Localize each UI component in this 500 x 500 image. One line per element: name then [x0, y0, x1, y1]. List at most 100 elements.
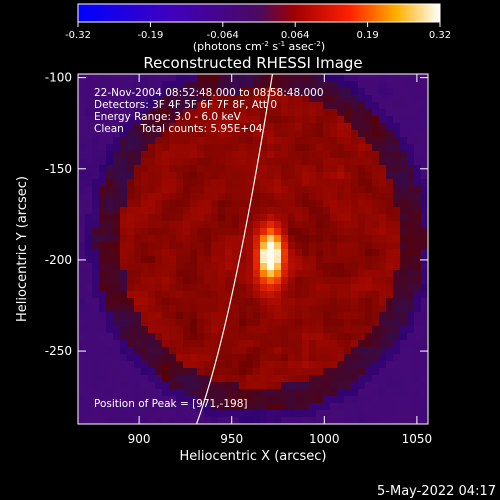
heatmap-cell [225, 326, 233, 334]
heatmap-cell [365, 74, 373, 82]
heatmap-cell [386, 165, 394, 173]
heatmap-cell [365, 298, 373, 306]
heatmap-cell [141, 116, 149, 124]
heatmap-cell [421, 81, 428, 89]
heatmap-cell [421, 417, 428, 424]
heatmap-cell [330, 354, 338, 362]
heatmap-cell [183, 347, 191, 355]
heatmap-cell [358, 368, 366, 376]
heatmap-cell [400, 375, 408, 383]
heatmap-cell [78, 417, 86, 424]
heatmap-cell [372, 186, 380, 194]
heatmap-cell [267, 200, 275, 208]
heatmap-cell [85, 88, 93, 96]
heatmap-cell [134, 291, 142, 299]
heatmap-cell [113, 81, 121, 89]
heatmap-cell [407, 375, 415, 383]
heatmap-cell [330, 74, 338, 82]
heatmap-cell [260, 74, 268, 82]
heatmap-cell [267, 221, 275, 229]
heatmap-cell [239, 207, 247, 215]
heatmap-cell [386, 284, 394, 292]
heatmap-cell [337, 228, 345, 236]
heatmap-cell [393, 88, 401, 96]
heatmap-cell [155, 312, 163, 320]
heatmap-cell [344, 109, 352, 117]
heatmap-cell [379, 256, 387, 264]
heatmap-cell [211, 298, 219, 306]
heatmap-cell [365, 144, 373, 152]
heatmap-cell [176, 354, 184, 362]
heatmap-cell [78, 151, 86, 159]
heatmap-cell [344, 123, 352, 131]
heatmap-cell [204, 256, 212, 264]
heatmap-cell [246, 151, 254, 159]
heatmap-cell [134, 396, 142, 404]
heatmap-cell [365, 368, 373, 376]
heatmap-cell [393, 81, 401, 89]
heatmap-cell [330, 95, 338, 103]
heatmap-cell [351, 102, 359, 110]
heatmap-cell [204, 326, 212, 334]
heatmap-cell [386, 417, 394, 424]
heatmap-cell [155, 291, 163, 299]
heatmap-cell [127, 354, 135, 362]
heatmap-cell [113, 123, 121, 131]
heatmap-cell [337, 256, 345, 264]
heatmap-cell [379, 242, 387, 250]
heatmap-cell [386, 242, 394, 250]
heatmap-cell [85, 298, 93, 306]
heatmap-cell [344, 74, 352, 82]
heatmap-cell [400, 396, 408, 404]
heatmap-cell [337, 396, 345, 404]
heatmap-cell [337, 284, 345, 292]
heatmap-cell [295, 158, 303, 166]
heatmap-cell [176, 151, 184, 159]
heatmap-cell [407, 102, 415, 110]
heatmap-cell [288, 151, 296, 159]
heatmap-cell [85, 221, 93, 229]
heatmap-cell [386, 270, 394, 278]
heatmap-cell [92, 109, 100, 117]
heatmap-cell [400, 151, 408, 159]
heatmap-cell [365, 312, 373, 320]
heatmap-cell [155, 95, 163, 103]
heatmap-cell [239, 256, 247, 264]
heatmap-cell [85, 242, 93, 250]
heatmap-cell [386, 123, 394, 131]
heatmap-cell [113, 361, 121, 369]
heatmap-cell [99, 361, 107, 369]
heatmap-cell [246, 144, 254, 152]
heatmap-cell [134, 165, 142, 173]
heatmap-cell [225, 417, 233, 424]
heatmap-cell [414, 417, 422, 424]
heatmap-cell [330, 221, 338, 229]
heatmap-cell [372, 263, 380, 271]
heatmap-cell [400, 410, 408, 418]
heatmap-cell [351, 172, 359, 180]
heatmap-cell [141, 305, 149, 313]
heatmap-cell [365, 172, 373, 180]
footer-timestamp: 5-May-2022 04:17 [377, 484, 496, 499]
heatmap-cell [407, 298, 415, 306]
heatmap-cell [358, 284, 366, 292]
heatmap-cell [302, 74, 310, 82]
heatmap-cell [302, 186, 310, 194]
heatmap-cell [232, 242, 240, 250]
heatmap-cell [288, 354, 296, 362]
heatmap-cell [232, 151, 240, 159]
heatmap-cell [372, 137, 380, 145]
heatmap-cell [393, 361, 401, 369]
heatmap-cell [78, 179, 86, 187]
heatmap-cell [393, 396, 401, 404]
heatmap-cell [92, 158, 100, 166]
heatmap-cell [295, 193, 303, 201]
heatmap-cell [162, 340, 170, 348]
heatmap-cell [176, 256, 184, 264]
heatmap-cell [414, 410, 422, 418]
heatmap-cell [281, 228, 289, 236]
heatmap-cell [204, 291, 212, 299]
heatmap-cell [323, 221, 331, 229]
heatmap-cell [218, 137, 226, 145]
heatmap-cell [407, 123, 415, 131]
